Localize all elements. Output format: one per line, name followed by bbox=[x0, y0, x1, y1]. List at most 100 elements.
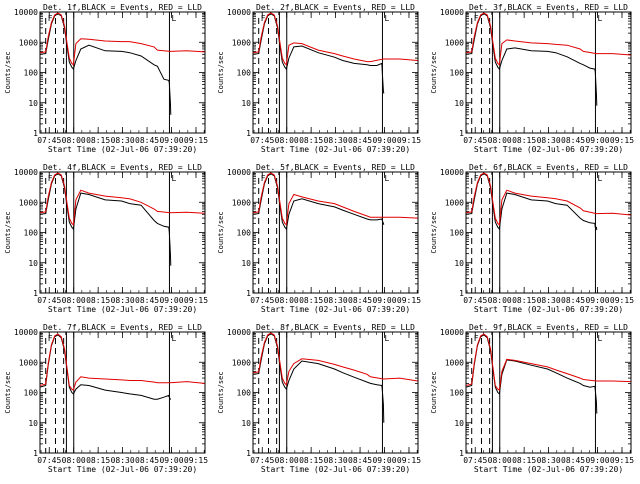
y-tick-label: 100 bbox=[450, 229, 465, 238]
y-tick-label: 1000 bbox=[19, 38, 38, 47]
y-tick-label: 1000 bbox=[19, 198, 38, 207]
series-line-events bbox=[466, 173, 598, 231]
marker-label: L bbox=[597, 174, 602, 183]
y-tick-label: 100 bbox=[450, 69, 465, 78]
series-line-events bbox=[253, 333, 385, 423]
x-tick-label: 08:30 bbox=[324, 136, 348, 145]
marker-label: L bbox=[171, 14, 176, 23]
y-tick-label: 1000 bbox=[445, 198, 464, 207]
x-tick-label: 09:15 bbox=[610, 456, 634, 465]
series-line-lld bbox=[466, 333, 631, 391]
series-line-events bbox=[253, 173, 385, 231]
x-tick-label: 07:45 bbox=[250, 136, 274, 145]
y-axis-label: Counts/sec bbox=[430, 51, 438, 93]
x-tick-label: 08:30 bbox=[537, 136, 561, 145]
x-tick-label: 08:15 bbox=[512, 136, 536, 145]
marker-label: L bbox=[171, 334, 176, 343]
x-tick-label: 09:15 bbox=[397, 136, 421, 145]
x-axis-label: Start Time (02-Jul-06 07:39:20) bbox=[48, 145, 197, 154]
y-tick-label: 10000 bbox=[440, 328, 464, 337]
x-tick-label: 08:15 bbox=[86, 296, 110, 305]
chart-panel-6: 1 10 100 1000 10000 07:45 08:00 08:15 08:30 08:45… bbox=[430, 163, 634, 314]
x-axis-label: Start Time (02-Jul-06 07:39:20) bbox=[48, 305, 197, 314]
series-line-lld bbox=[253, 172, 418, 226]
x-tick-label: 08:30 bbox=[111, 456, 135, 465]
y-tick-label: 1000 bbox=[232, 358, 251, 367]
marker-label: F bbox=[48, 334, 53, 343]
y-tick-label: 100 bbox=[450, 389, 465, 398]
x-tick-label: 07:45 bbox=[463, 456, 487, 465]
marker-label: L bbox=[597, 334, 602, 343]
chart-panel-1: 1 10 100 1000 10000 07:45 08:00 08:15 08:30 08:45… bbox=[4, 3, 208, 154]
x-axis-label: Start Time (02-Jul-06 07:39:20) bbox=[261, 465, 410, 474]
marker-label: L bbox=[384, 14, 389, 23]
marker-label: F bbox=[48, 14, 53, 23]
x-tick-label: 08:00 bbox=[488, 456, 512, 465]
x-tick-label: 08:00 bbox=[488, 136, 512, 145]
chart-title: Det. 3f,BLACK = Events, RED = LLD bbox=[469, 3, 628, 12]
x-tick-label: 08:00 bbox=[488, 296, 512, 305]
chart-panel-9: 1 10 100 1000 10000 07:45 08:00 08:15 08:30 08:45… bbox=[430, 323, 634, 474]
series-line-events bbox=[253, 13, 385, 94]
marker-label: L bbox=[384, 174, 389, 183]
x-axis-label: Start Time (02-Jul-06 07:39:20) bbox=[474, 465, 623, 474]
y-tick-label: 1 bbox=[459, 289, 464, 298]
x-tick-label: 08:30 bbox=[111, 296, 135, 305]
y-tick-label: 1000 bbox=[445, 358, 464, 367]
y-axis-label: Counts/sec bbox=[4, 51, 12, 93]
y-tick-label: 1 bbox=[33, 449, 38, 458]
x-tick-label: 08:30 bbox=[537, 456, 561, 465]
x-tick-label: 08:15 bbox=[86, 456, 110, 465]
series-line-lld bbox=[40, 12, 205, 66]
x-tick-label: 08:15 bbox=[299, 296, 323, 305]
marker-label: F bbox=[474, 334, 479, 343]
y-tick-label: 10 bbox=[454, 259, 464, 268]
chart-title: Det. 7f,BLACK = Events, RED = LLD bbox=[43, 323, 202, 332]
x-tick-label: 09:15 bbox=[184, 456, 208, 465]
y-axis-label: Counts/sec bbox=[217, 371, 225, 413]
y-tick-label: 100 bbox=[24, 389, 39, 398]
x-tick-label: 08:45 bbox=[135, 456, 159, 465]
series-line-events bbox=[40, 334, 171, 400]
y-tick-label: 10 bbox=[454, 99, 464, 108]
y-tick-label: 1000 bbox=[445, 38, 464, 47]
y-tick-label: 10 bbox=[28, 259, 38, 268]
y-tick-label: 100 bbox=[237, 389, 252, 398]
x-tick-label: 08:30 bbox=[324, 456, 348, 465]
y-tick-label: 10000 bbox=[227, 328, 251, 337]
series-line-lld bbox=[253, 12, 418, 66]
series-line-lld bbox=[253, 332, 418, 386]
x-tick-label: 08:45 bbox=[561, 296, 585, 305]
marker-label: F bbox=[48, 174, 53, 183]
chart-title: Det. 1f,BLACK = Events, RED = LLD bbox=[43, 3, 202, 12]
chart-title: Det. 8f,BLACK = Events, RED = LLD bbox=[256, 323, 415, 332]
y-axis-label: Counts/sec bbox=[217, 51, 225, 93]
y-tick-label: 10000 bbox=[440, 168, 464, 177]
x-tick-label: 08:45 bbox=[561, 136, 585, 145]
x-axis-label: Start Time (02-Jul-06 07:39:20) bbox=[474, 305, 623, 314]
x-tick-label: 07:45 bbox=[37, 136, 61, 145]
y-tick-label: 10 bbox=[28, 419, 38, 428]
y-tick-label: 10 bbox=[241, 419, 251, 428]
marker-label: F bbox=[261, 14, 266, 23]
marker-label: F bbox=[474, 14, 479, 23]
series-line-events bbox=[466, 13, 598, 106]
x-axis-label: Start Time (02-Jul-06 07:39:20) bbox=[261, 305, 410, 314]
y-tick-label: 10 bbox=[241, 259, 251, 268]
y-tick-label: 1 bbox=[459, 129, 464, 138]
x-tick-label: 08:30 bbox=[111, 136, 135, 145]
series-line-events bbox=[466, 334, 598, 414]
chart-panel-7: 1 10 100 1000 10000 07:45 08:00 08:15 08:30 08:45… bbox=[4, 323, 208, 474]
y-tick-label: 10000 bbox=[227, 168, 251, 177]
y-tick-label: 1 bbox=[459, 449, 464, 458]
x-axis-label: Start Time (02-Jul-06 07:39:20) bbox=[48, 465, 197, 474]
y-tick-label: 10000 bbox=[14, 168, 38, 177]
y-tick-label: 1000 bbox=[232, 198, 251, 207]
y-tick-label: 10 bbox=[454, 419, 464, 428]
x-tick-label: 09:00 bbox=[372, 456, 396, 465]
x-tick-label: 08:45 bbox=[348, 456, 372, 465]
x-tick-label: 09:00 bbox=[585, 136, 609, 145]
x-tick-label: 08:00 bbox=[275, 456, 299, 465]
chart-panel-5: 1 10 100 1000 10000 07:45 08:00 08:15 08:30 08:45… bbox=[217, 163, 421, 314]
